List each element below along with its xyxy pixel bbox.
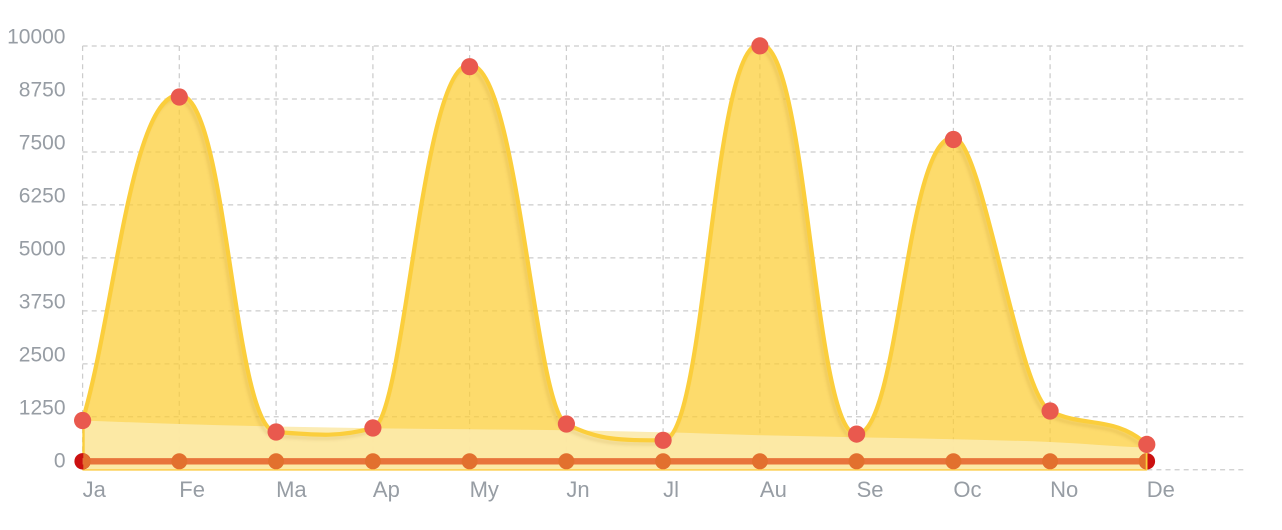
svg-text:Jn: Jn [566,477,589,502]
svg-text:Fe: Fe [179,477,205,502]
svg-text:8750: 8750 [19,79,66,102]
svg-text:Au: Au [760,477,787,502]
svg-text:3750: 3750 [19,290,66,313]
svg-text:2500: 2500 [19,343,66,366]
svg-text:0: 0 [54,449,66,472]
svg-text:De: De [1147,477,1175,502]
svg-text:7500: 7500 [19,132,66,155]
svg-text:1250: 1250 [19,396,66,419]
svg-text:10000: 10000 [7,26,65,49]
svg-text:Jl: Jl [663,477,679,502]
svg-text:6250: 6250 [19,184,66,207]
svg-text:Ma: Ma [276,477,307,502]
svg-text:Oc: Oc [953,477,981,502]
svg-text:Ja: Ja [83,477,107,502]
svg-text:Se: Se [857,477,884,502]
svg-text:5000: 5000 [19,237,66,260]
svg-text:My: My [470,477,499,502]
svg-text:No: No [1050,477,1078,502]
svg-text:Ap: Ap [373,477,400,502]
